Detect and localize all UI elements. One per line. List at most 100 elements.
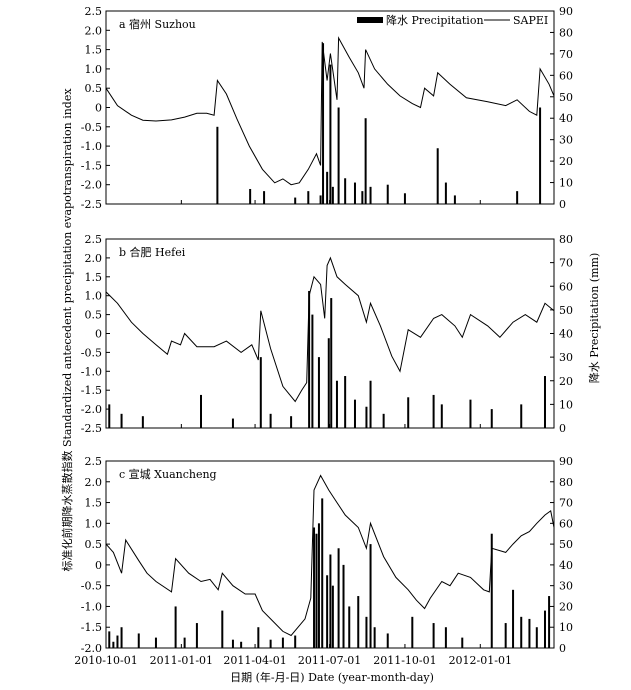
left-tick-label: 1.0: [85, 63, 103, 76]
precip-bar: [453, 195, 456, 204]
precip-bar: [516, 191, 519, 204]
precip-bar: [337, 548, 340, 648]
precip-bar: [108, 631, 111, 648]
legend-precip-label: 降水 Precipitation: [386, 13, 484, 27]
precip-bar: [348, 606, 351, 648]
sapei-line: [105, 36, 555, 186]
precip-bar: [116, 635, 119, 648]
left-tick-label: -1.5: [81, 384, 102, 397]
left-tick-label: -1.0: [81, 600, 102, 613]
precip-bar: [317, 523, 320, 648]
precip-bar: [311, 314, 314, 428]
precip-bar: [327, 338, 330, 428]
precip-bar: [335, 380, 338, 428]
left-tick-label: 1.5: [85, 44, 103, 57]
right-tick-label: 80: [559, 476, 573, 489]
precip-bar: [543, 376, 546, 428]
precip-bar: [403, 193, 406, 204]
left-tick-label: 2.0: [85, 24, 103, 37]
precip-bar: [382, 413, 385, 428]
left-tick-label: -1.5: [81, 159, 102, 172]
y-right-axis-label: 降水 Precipitation (mm): [587, 253, 601, 383]
x-tick-label: 2011-04-01: [223, 654, 286, 667]
panel-title: b 合肥 Hefei: [119, 245, 186, 259]
precip-bar: [344, 178, 347, 204]
left-tick-label: 0: [95, 328, 102, 341]
left-tick-label: -0.5: [81, 580, 102, 593]
precip-bar: [322, 43, 325, 204]
precip-bar: [195, 623, 198, 648]
precip-bar: [411, 616, 414, 648]
sapei-line: [105, 474, 555, 637]
right-tick-label: 50: [559, 538, 573, 551]
left-tick-label: -0.5: [81, 346, 102, 359]
precip-bar: [386, 184, 389, 204]
precip-bar: [329, 554, 332, 648]
precip-bar: [504, 623, 507, 648]
left-tick-label: 0: [95, 102, 102, 115]
precip-bar: [326, 171, 329, 204]
right-tick-label: 50: [559, 304, 573, 317]
legend-sapei-label: SAPEI: [513, 14, 548, 27]
sapei-line: [105, 256, 555, 403]
precip-bar: [331, 585, 334, 648]
precip-bar: [469, 399, 472, 428]
left-tick-label: 0.5: [85, 309, 103, 322]
precip-bar: [263, 191, 266, 204]
precip-bar: [548, 596, 551, 648]
precip-bar: [221, 610, 224, 648]
precip-bar: [137, 633, 140, 648]
left-tick-label: -1.0: [81, 140, 102, 153]
right-tick-label: 30: [559, 134, 573, 147]
right-tick-label: 30: [559, 580, 573, 593]
precip-bar: [294, 635, 297, 648]
y-left-axis-label: 标准化前期降水蒸散指数 Standardized antecedent prec…: [60, 88, 74, 572]
right-tick-label: 60: [559, 280, 573, 293]
right-tick-label: 30: [559, 351, 573, 364]
right-tick-label: 10: [559, 398, 573, 411]
precip-bar: [440, 404, 443, 428]
left-tick-label: 1.0: [85, 290, 103, 303]
precip-bar: [120, 413, 123, 428]
precip-bar: [344, 376, 347, 428]
precip-bar: [294, 197, 297, 204]
panel-0: 2.5 2.0 1.5 1.0 0.5 0 -0.5 -1.0 -1.5 -2.0 -2.5 90 80…: [81, 5, 573, 211]
precip-bar: [539, 107, 542, 204]
precip-bar: [269, 413, 272, 428]
precip-bar: [174, 606, 177, 648]
precip-bar: [313, 527, 316, 648]
right-tick-label: 60: [559, 69, 573, 82]
precip-bar: [369, 544, 372, 648]
precip-bar: [317, 357, 320, 428]
precip-bar: [231, 418, 234, 428]
precip-bar: [490, 409, 493, 428]
precip-bar: [120, 627, 123, 648]
precip-bar: [386, 633, 389, 648]
right-tick-label: 60: [559, 517, 573, 530]
precip-bar: [512, 589, 515, 648]
left-tick-label: -0.5: [81, 121, 102, 134]
precip-bar: [490, 533, 493, 648]
precip-bar: [369, 380, 372, 428]
precip-bar: [108, 404, 111, 428]
right-tick-label: 10: [559, 621, 573, 634]
panel-title: c 宣城 Xuancheng: [119, 467, 217, 481]
precip-bar: [461, 637, 464, 648]
right-tick-label: 90: [559, 5, 573, 18]
precip-bar: [369, 186, 372, 204]
right-tick-label: 70: [559, 497, 573, 510]
precip-bar: [365, 616, 368, 648]
precip-bar: [326, 575, 329, 648]
left-tick-label: 2.5: [85, 455, 103, 468]
precip-bar: [231, 639, 234, 648]
legend: 降水 Precipitation SAPEI: [357, 13, 548, 27]
precip-bar: [200, 394, 203, 428]
left-tick-label: -1.5: [81, 621, 102, 634]
precip-bar: [365, 406, 368, 428]
left-tick-label: 2.0: [85, 476, 103, 489]
precip-bar: [141, 416, 144, 428]
precip-bar: [373, 627, 376, 648]
precip-bar: [342, 564, 345, 648]
right-tick-label: 50: [559, 91, 573, 104]
